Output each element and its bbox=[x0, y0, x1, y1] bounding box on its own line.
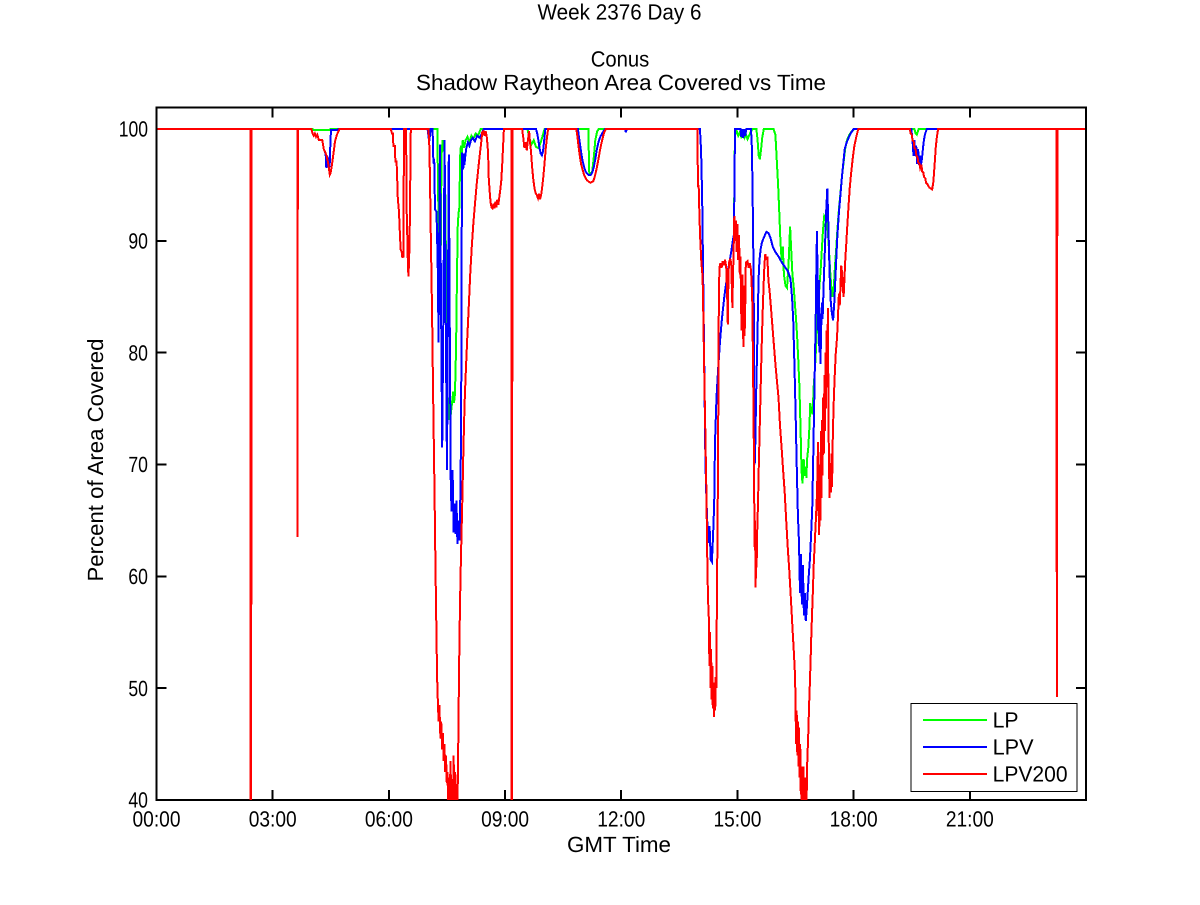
svg-text:50: 50 bbox=[128, 676, 148, 701]
svg-text:03:00: 03:00 bbox=[249, 806, 297, 831]
svg-text:09:00: 09:00 bbox=[481, 806, 529, 831]
svg-text:06:00: 06:00 bbox=[365, 806, 413, 831]
svg-text:80: 80 bbox=[128, 340, 148, 365]
svg-text:Percent of Area Covered: Percent of Area Covered bbox=[83, 339, 108, 582]
svg-text:40: 40 bbox=[128, 788, 148, 813]
svg-text:GMT Time: GMT Time bbox=[567, 832, 671, 857]
svg-text:21:00: 21:00 bbox=[946, 806, 994, 831]
svg-text:LP: LP bbox=[993, 708, 1019, 733]
svg-text:LPV: LPV bbox=[993, 735, 1034, 760]
svg-text:15:00: 15:00 bbox=[713, 806, 761, 831]
svg-text:00:00: 00:00 bbox=[133, 806, 181, 831]
svg-text:LPV200: LPV200 bbox=[993, 762, 1068, 787]
svg-text:70: 70 bbox=[128, 452, 148, 477]
svg-text:90: 90 bbox=[128, 228, 148, 253]
svg-text:60: 60 bbox=[128, 564, 148, 589]
svg-text:12:00: 12:00 bbox=[597, 806, 645, 831]
svg-text:Conus: Conus bbox=[591, 47, 650, 72]
svg-text:Week 2376 Day 6: Week 2376 Day 6 bbox=[538, 0, 702, 24]
svg-text:18:00: 18:00 bbox=[830, 806, 878, 831]
svg-text:100: 100 bbox=[119, 117, 148, 142]
svg-text:Shadow Raytheon Area Covered v: Shadow Raytheon Area Covered vs Time bbox=[416, 70, 826, 95]
